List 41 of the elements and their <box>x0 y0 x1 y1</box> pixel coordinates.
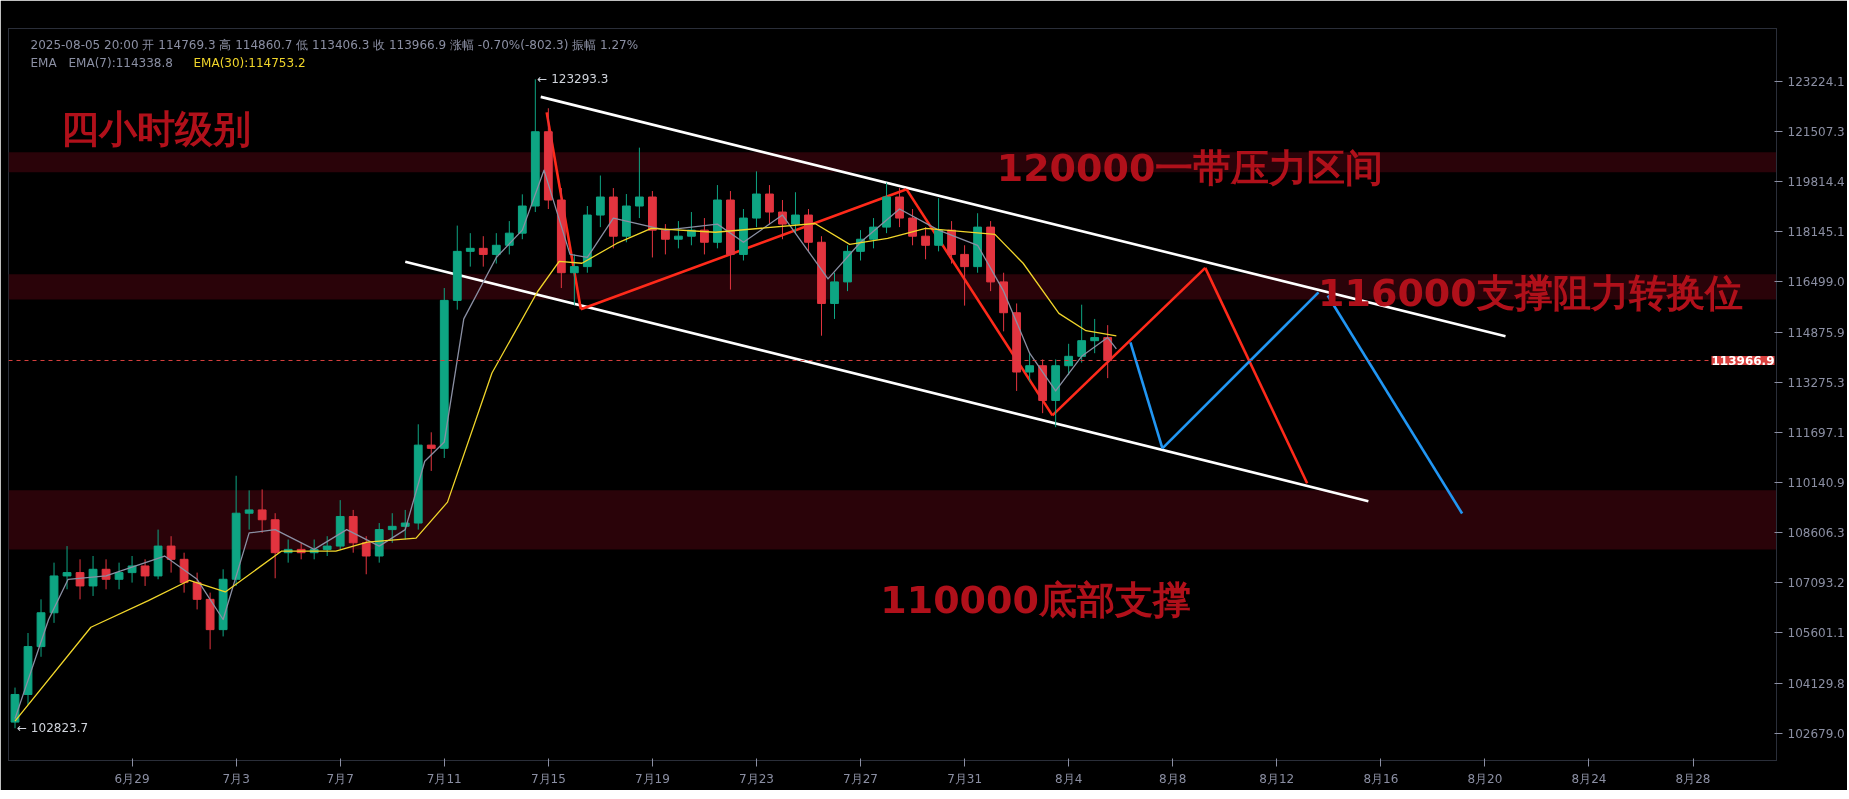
x-tick-label: 7月3 <box>222 771 250 786</box>
annotation: ← 102823.7 <box>17 721 89 736</box>
text: EMA(7):114338.8 <box>68 55 173 70</box>
x-tick-label: 8月4 <box>1055 771 1083 786</box>
y-tick-label: 104129.8 <box>1787 676 1845 691</box>
x-tick-label: 7月11 <box>426 771 462 786</box>
y-tick-label: 111697.1 <box>1787 425 1845 440</box>
x-tick-label: 7月31 <box>947 771 983 786</box>
x-tick-label: 6月29 <box>114 771 150 786</box>
band-label: 116000支撑阻力转换位 <box>1318 270 1743 315</box>
text: 2025-08-05 20:00 开 114769.3 高 114860.7 低 113406.3 收 113966.9 涨幅 -0.70%(-802.3) 振幅 1.27% <box>30 37 639 52</box>
x-tick-label: 7月7 <box>326 771 354 786</box>
x-tick-label: 8月20 <box>1467 771 1503 786</box>
y-tick-label: 119814.4 <box>1787 175 1845 190</box>
y-tick-label: 121507.3 <box>1787 125 1845 140</box>
x-tick-label: 8月16 <box>1363 771 1399 786</box>
x-tick-label: 8月8 <box>1159 771 1187 786</box>
y-tick-label: 110140.9 <box>1787 476 1845 491</box>
x-tick-label: 8月12 <box>1259 771 1295 786</box>
y-tick-label: 118145.1 <box>1787 225 1845 240</box>
y-tick-label: 113275.3 <box>1787 375 1845 390</box>
x-tick-label: 7月27 <box>843 771 878 786</box>
legend-title: EMA <box>30 55 58 70</box>
x-tick-label: 7月15 <box>530 771 566 786</box>
y-tick-label: 102679.0 <box>1787 726 1845 741</box>
band-label: 120000一带压力区间 <box>996 146 1384 191</box>
y-tick-label: 114875.9 <box>1787 325 1845 340</box>
x-tick-label: 7月23 <box>739 771 774 786</box>
y-tick-label: 108606.3 <box>1787 526 1845 541</box>
ref-line-label: 113966.9 <box>1711 353 1775 368</box>
band-label: 110000底部支撑 <box>880 577 1191 622</box>
y-tick-label: 105601.1 <box>1787 626 1845 641</box>
text: EMA(30):114753.2 <box>193 55 306 70</box>
y-tick-label: 123224.1 <box>1787 74 1845 89</box>
y-tick-label: 107093.2 <box>1787 576 1845 591</box>
x-tick-label: 7月19 <box>634 771 670 786</box>
annotation: ← 123293.3 <box>537 72 609 87</box>
annotation: 四小时级别 <box>60 106 251 151</box>
x-tick-label: 8月28 <box>1675 771 1711 786</box>
x-tick-label: 8月24 <box>1571 771 1607 786</box>
y-tick-label: 116499.0 <box>1787 275 1845 290</box>
